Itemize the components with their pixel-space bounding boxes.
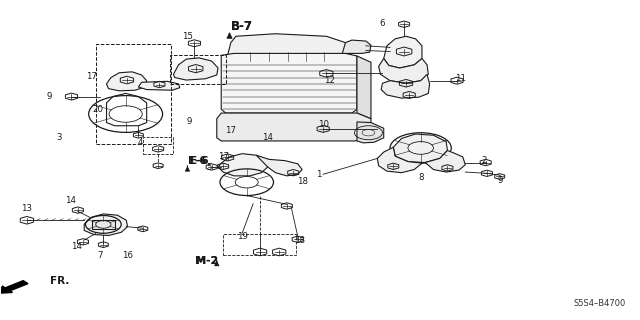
Polygon shape — [357, 56, 371, 119]
Bar — [223, 234, 296, 255]
Text: 4: 4 — [138, 138, 143, 147]
Text: S5S4–B4700: S5S4–B4700 — [573, 299, 626, 308]
Text: 16: 16 — [122, 251, 133, 260]
Text: 18: 18 — [294, 236, 305, 245]
Text: 17: 17 — [86, 72, 97, 81]
Polygon shape — [228, 34, 349, 62]
Text: 17: 17 — [218, 152, 228, 161]
FancyArrow shape — [0, 281, 28, 293]
Text: E-6: E-6 — [188, 156, 207, 166]
Text: 3: 3 — [56, 133, 61, 142]
Polygon shape — [221, 53, 357, 113]
Text: E-6: E-6 — [189, 156, 208, 166]
Text: B-7: B-7 — [231, 20, 253, 33]
Text: 11: 11 — [454, 74, 466, 83]
Polygon shape — [394, 134, 447, 163]
Text: 18: 18 — [297, 177, 308, 186]
Polygon shape — [84, 214, 127, 236]
Bar — [170, 55, 226, 84]
Polygon shape — [384, 36, 422, 68]
Text: M-2: M-2 — [196, 256, 218, 266]
Polygon shape — [217, 113, 371, 141]
Text: 9: 9 — [187, 117, 192, 126]
Text: 2: 2 — [482, 156, 487, 165]
Text: 15: 15 — [182, 32, 193, 41]
Bar — [143, 137, 173, 154]
Text: 8: 8 — [418, 173, 424, 182]
Bar — [96, 44, 171, 143]
Text: M-2: M-2 — [195, 256, 218, 266]
Polygon shape — [138, 81, 180, 90]
Text: 9: 9 — [47, 92, 52, 101]
Text: 6: 6 — [380, 19, 385, 28]
Polygon shape — [357, 122, 384, 143]
Text: 13: 13 — [21, 204, 33, 213]
Polygon shape — [378, 147, 422, 173]
Polygon shape — [218, 154, 268, 176]
Polygon shape — [342, 40, 371, 53]
Text: 7: 7 — [97, 251, 103, 260]
Polygon shape — [379, 59, 428, 83]
Polygon shape — [425, 150, 465, 172]
Text: 9: 9 — [497, 176, 502, 185]
Text: 14: 14 — [65, 196, 76, 205]
Text: FR.: FR. — [51, 276, 70, 286]
Polygon shape — [173, 58, 218, 80]
Text: 5: 5 — [206, 164, 212, 172]
Text: 19: 19 — [237, 232, 248, 241]
Text: 17: 17 — [225, 126, 236, 135]
Text: 1: 1 — [316, 170, 321, 179]
Text: B-7: B-7 — [231, 20, 253, 33]
Polygon shape — [256, 155, 302, 176]
Text: 20: 20 — [93, 105, 104, 114]
Text: 12: 12 — [324, 76, 335, 85]
Text: 14: 14 — [262, 133, 273, 142]
Polygon shape — [92, 220, 115, 229]
Text: 14: 14 — [71, 242, 82, 251]
Polygon shape — [381, 74, 429, 98]
Polygon shape — [106, 72, 147, 91]
Text: 10: 10 — [317, 120, 329, 129]
